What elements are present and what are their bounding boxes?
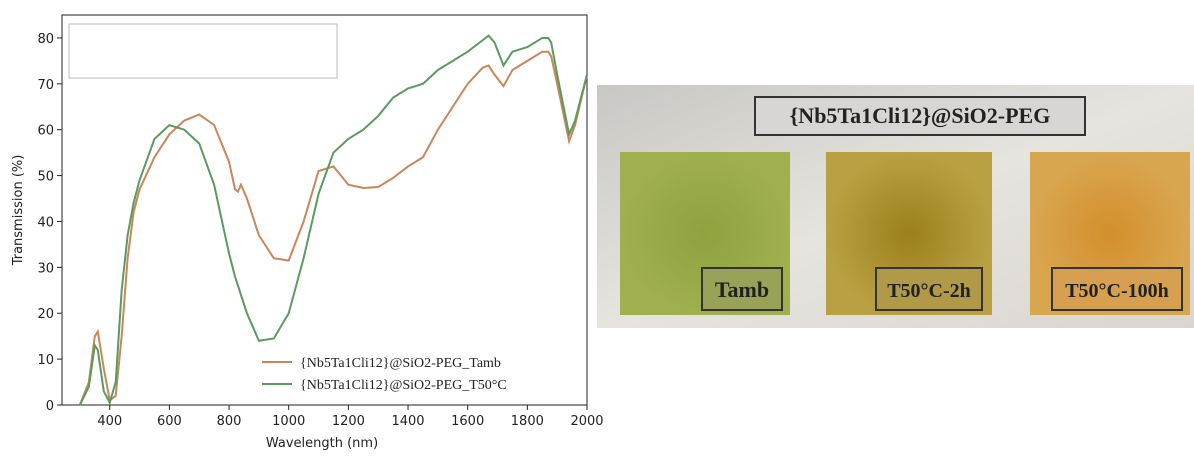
x-axis-label: Wavelength (nm) [266, 436, 378, 451]
label-box [875, 267, 983, 311]
photo-title-box [754, 96, 1086, 136]
label-box [701, 267, 783, 311]
plot-frame [61, 14, 588, 406]
x-tick-label: 600 [157, 414, 182, 429]
x-tick-label: 1200 [332, 414, 365, 429]
x-tick-label: 1800 [511, 414, 544, 429]
series-line [78, 34, 588, 406]
y-tick-label: 60 [37, 124, 54, 139]
y-tick-label: 30 [37, 261, 54, 276]
y-tick-label: 0 [46, 399, 54, 414]
photo: {Nb5Ta1Cli12}@SiO2-PEG Tamb T50°C-2h T50… [597, 85, 1194, 328]
y-tick-label: 10 [37, 353, 54, 368]
sample-label: Tamb [715, 277, 769, 302]
empty-box [68, 23, 338, 79]
x-tick-label: 800 [217, 414, 242, 429]
label-box [1051, 267, 1183, 311]
x-tick-label: 2000 [570, 414, 603, 429]
x-tick-label: 1000 [272, 414, 305, 429]
legend-label: {Nb5Ta1Cli12}@SiO2-PEG_Tamb [300, 356, 501, 371]
photo-title: {Nb5Ta1Cli12}@SiO2-PEG [790, 103, 1051, 128]
x-tick-label: 400 [97, 414, 122, 429]
y-tick-label: 40 [37, 215, 54, 230]
y-tick-label: 20 [37, 307, 54, 322]
legend-label: {Nb5Ta1Cli12}@SiO2-PEG_T50°C [300, 378, 507, 393]
sample-label: T50°C-2h [887, 280, 971, 302]
sample-label: T50°C-100h [1065, 280, 1169, 302]
x-tick-label: 1400 [391, 414, 424, 429]
y-tick-label: 70 [37, 78, 54, 93]
y-tick-label: 50 [37, 170, 54, 185]
series-line [78, 50, 588, 406]
y-tick-label: 80 [37, 32, 54, 47]
y-axis-label: Transmission (%) [11, 155, 26, 267]
x-tick-label: 1600 [451, 414, 484, 429]
